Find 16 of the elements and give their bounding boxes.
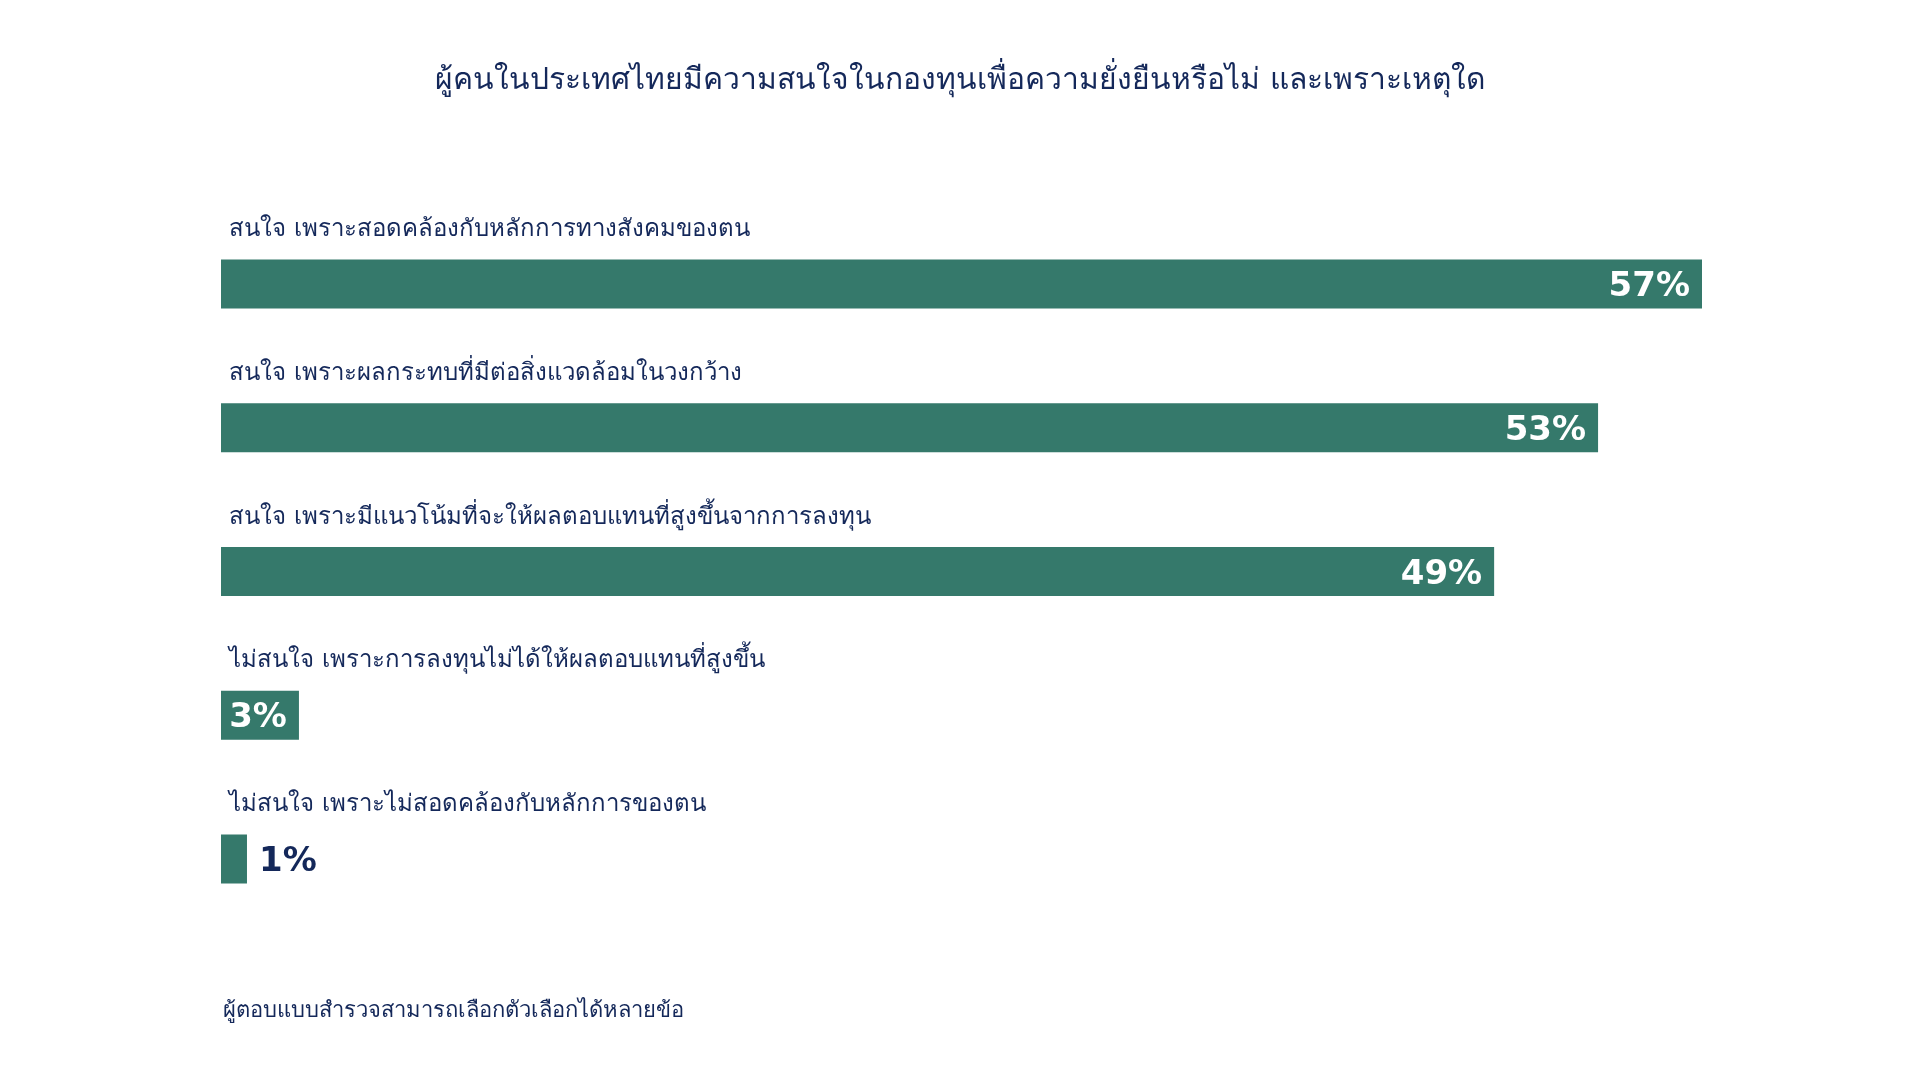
data-label: 57% — [1608, 263, 1690, 304]
bar — [221, 834, 247, 884]
data-label: 3% — [229, 695, 287, 736]
data-label: 53% — [1504, 407, 1587, 448]
y-tick-label: สนใจ เพราะสอดคล้องกับหลักการทางสังคมของตน — [229, 213, 750, 242]
y-tick-label: ไม่สนใจ เพราะไม่สอดคล้องกับหลักการของตน — [227, 789, 706, 818]
y-tick-label: ไม่สนใจ เพราะการลงทุนไม่ได้ให้ผลตอบแทนที่สูงขึ้น — [227, 641, 765, 675]
data-label: 1% — [258, 839, 317, 880]
bar — [221, 547, 1495, 596]
chart-title: ผู้คนในประเทศไทยมีความสนใจในกองทุนเพื่อความยั่งยืนหรือไม่ และเพราะเหตุใด — [435, 57, 1485, 98]
y-tick-label: สนใจ เพราะผลกระทบที่มีต่อสิ่งแวดล้อมในวงกว้าง — [229, 354, 742, 386]
bar — [221, 259, 1702, 309]
text: ผู้ตอบแบบสำรวจสามารถเลือกตัวเลือกได้หลายข้อ — [223, 996, 684, 1023]
bar — [221, 403, 1599, 453]
y-tick-label: สนใจ เพราะมีแนวโน้มที่จะให้ผลตอบแทนที่สูงขึ้นจากการลงทุน — [229, 497, 871, 531]
data-label: 49% — [1400, 551, 1483, 592]
